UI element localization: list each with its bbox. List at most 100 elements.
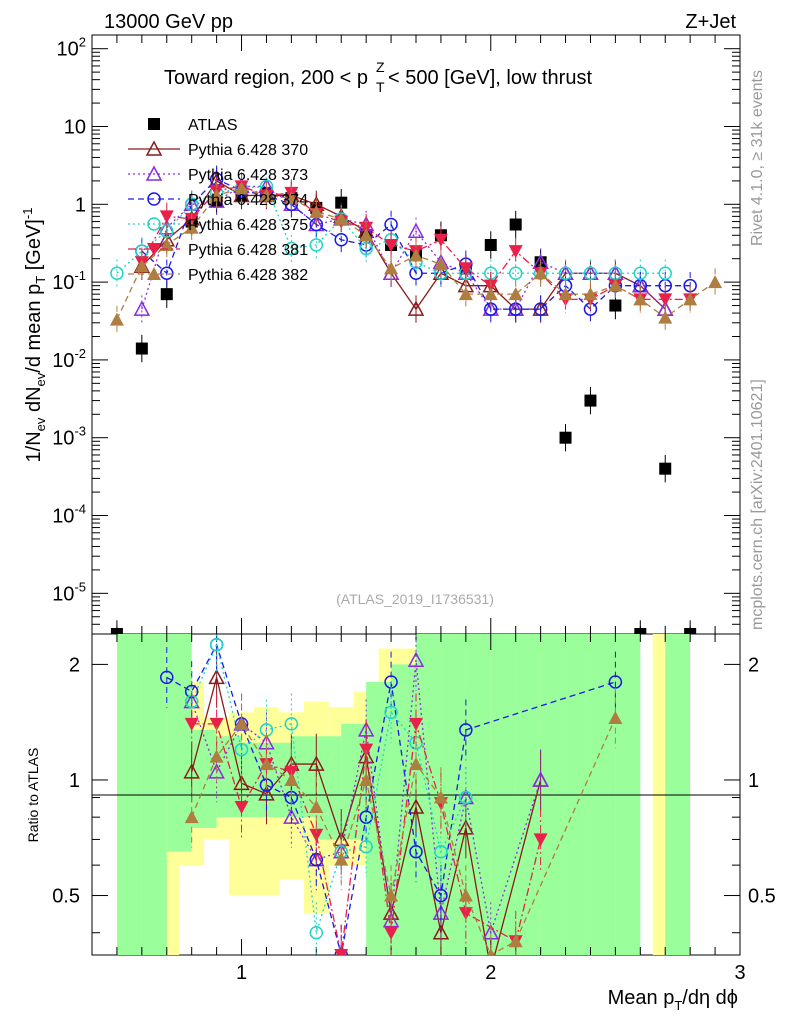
legend-item: Pythia 6.428 382 [128, 267, 308, 284]
ratio-point [334, 949, 349, 955]
ratio-point [382, 912, 400, 928]
main-y-tick-label: 10 [64, 117, 86, 139]
data-point [458, 262, 473, 276]
legend-label: Pythia 6.428 370 [188, 142, 308, 159]
ratio-point [234, 716, 249, 730]
data-point [458, 287, 473, 301]
stat-band-3 [191, 729, 217, 828]
main-y-tick-label: 102 [57, 35, 86, 61]
legend-item: Pythia 6.428 381 [128, 242, 308, 259]
ratio-y-tick-label-right: 1 [748, 770, 759, 792]
data-point [508, 245, 523, 259]
legend-item: Pythia 6.428 370 [128, 140, 308, 159]
data-point [658, 293, 673, 307]
data-point [284, 191, 299, 205]
series-line [141, 185, 666, 310]
data-point [633, 292, 648, 306]
stat-band-21 [665, 634, 691, 955]
data-point [159, 210, 174, 224]
legend-marker [147, 243, 161, 256]
main-y-tick-label: 10-1 [52, 268, 86, 294]
ratio-y-tick-label: 0.5 [52, 886, 80, 908]
legend-marker [148, 118, 160, 130]
ratio-y-axis-label: Ratio to ATLAS [25, 748, 41, 843]
ratio-point [458, 888, 473, 902]
ratio-point [209, 638, 224, 652]
main-axis-ticks: 10-5 10-4 10-3 10-2 10-1 1 10 102 [52, 35, 740, 635]
data-point [109, 312, 124, 326]
ratio-y-tick-label: 2 [69, 654, 80, 676]
ratio-series-group [160, 634, 623, 955]
ratio-point [209, 717, 224, 731]
ratio-point [359, 839, 373, 854]
ratio-point [284, 772, 299, 786]
stat-band-19 [590, 634, 616, 955]
data-point [384, 261, 399, 275]
ratio-point [433, 790, 448, 804]
main-y-tick-label: 1 [75, 194, 86, 216]
main-y-tick-label: 10-2 [52, 346, 86, 372]
stat-band-16 [515, 634, 541, 955]
ratio-line [191, 723, 542, 955]
data-point [509, 218, 522, 231]
ratio-y-tick-label-right: 0.5 [748, 886, 776, 908]
ratio-line [191, 660, 542, 933]
ratio-point [532, 771, 549, 787]
data-point [160, 288, 173, 301]
data-point [334, 211, 349, 225]
data-point [533, 302, 548, 316]
data-point [583, 266, 598, 280]
legend-label: Pythia 6.428 375 [188, 217, 308, 234]
data-point [359, 228, 374, 242]
mcplots-label: mcplots.cern.ch [arXiv:2401.10621] [749, 379, 766, 630]
data-point [407, 300, 425, 316]
ratio-point [208, 668, 225, 685]
data-point [558, 287, 573, 301]
data-point [433, 233, 448, 247]
ratio-point [384, 926, 399, 940]
title-text-sub: T [376, 79, 385, 95]
legend-label: Pythia 6.428 382 [188, 267, 308, 284]
stat-band-17 [540, 634, 566, 955]
ratio-line [191, 642, 467, 933]
data-point [683, 292, 698, 306]
ratio-point [184, 717, 199, 731]
ratio-point [407, 798, 425, 814]
data-point [559, 431, 572, 444]
data-point [110, 266, 124, 280]
legend-marker [147, 192, 161, 206]
legend-marker [145, 165, 163, 181]
ratio-point [309, 828, 324, 842]
ratio-point [459, 723, 473, 737]
stat-band-0 [116, 634, 142, 955]
title-text-right: < 500 [GeV], low thrust [388, 67, 592, 89]
data-point [160, 266, 174, 280]
data-point [533, 266, 548, 280]
ratio-point [409, 717, 423, 731]
data-point [234, 181, 249, 195]
data-point [483, 287, 498, 301]
ratio-point [184, 810, 199, 824]
data-point [659, 462, 672, 475]
stat-band-7 [291, 736, 317, 818]
data-point [384, 217, 398, 232]
legend-item: Pythia 6.428 375 [128, 217, 308, 234]
legend-item: Pythia 6.428 373 [128, 165, 308, 184]
stat-band-10 [366, 681, 392, 955]
data-point [309, 204, 324, 218]
data-point [209, 188, 224, 202]
ratio-point [309, 925, 324, 940]
legend-label: ATLAS [188, 117, 238, 134]
data-point [609, 299, 622, 312]
ratio-point [308, 755, 325, 771]
ratio-point [384, 705, 398, 720]
data-point [634, 628, 647, 634]
stat-band-18 [565, 634, 591, 955]
rivet-version-label: Rivet 4.1.0, ≥ 31k events [749, 70, 766, 246]
data-point [133, 300, 151, 316]
ratio-point [608, 711, 623, 725]
process-label: Z+Jet [685, 11, 736, 33]
data-point [484, 238, 497, 251]
data-point [359, 221, 374, 235]
